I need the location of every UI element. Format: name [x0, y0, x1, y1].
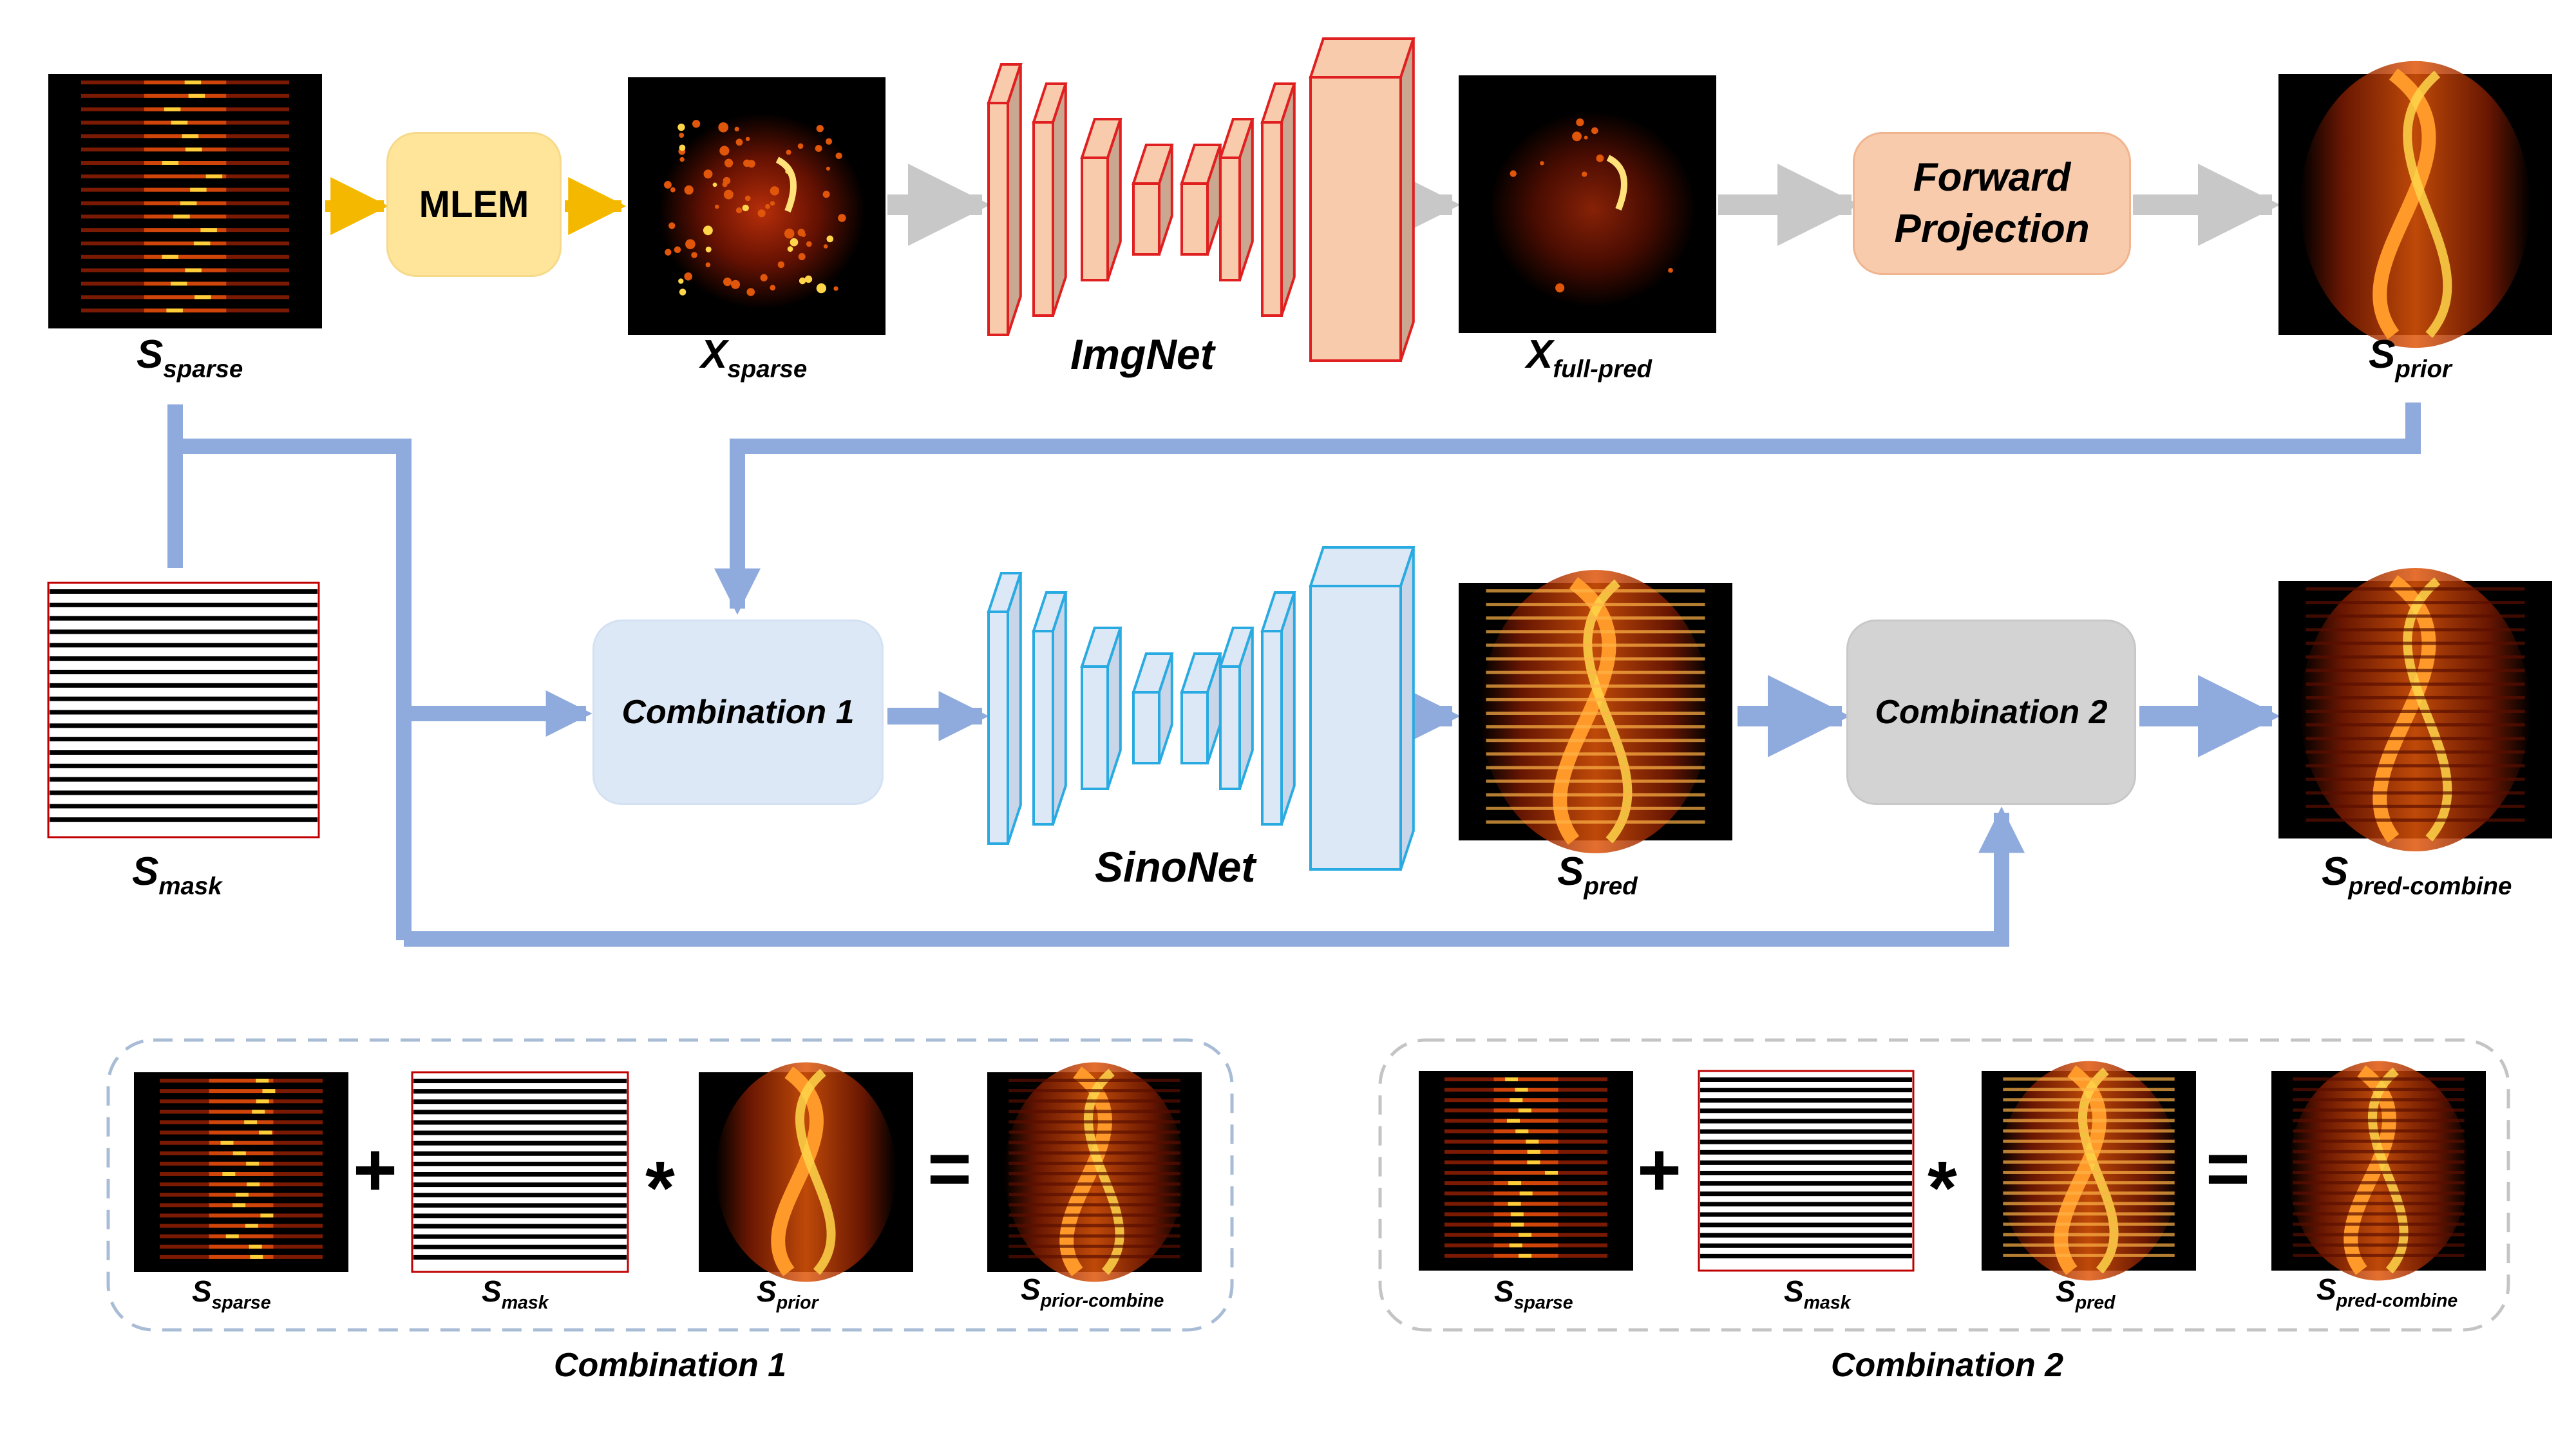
- combination1-box: Combination 1: [592, 620, 884, 805]
- imgnet-label: ImgNet: [1070, 330, 1215, 378]
- panel1-image-s-sparse: [134, 1072, 348, 1272]
- panel1-label-s-mask: Smask: [482, 1274, 549, 1313]
- panel1-label-s-sparse: Ssparse: [192, 1274, 271, 1313]
- panel2-label-s-sparse: Ssparse: [1494, 1274, 1573, 1313]
- combination2-panel: [1378, 1038, 2510, 1332]
- panel1-times-operator: *: [645, 1146, 675, 1231]
- image-x-full-pred: [1459, 75, 1716, 333]
- label-s-prior: Sprior: [2369, 332, 2452, 383]
- label-x-sparse: Xsparse: [701, 332, 808, 383]
- mlem-label: MLEM: [419, 184, 529, 225]
- combination2-label: Combination 2: [1875, 694, 2108, 731]
- panel2-plus-operator: +: [1637, 1128, 1681, 1213]
- image-s-mask: [47, 582, 320, 838]
- imgnet-layer-6: [1218, 118, 1255, 281]
- forward-projection-label-2: Projection: [1894, 207, 2090, 251]
- connector-sprior-to-comb1: [714, 402, 2421, 615]
- combination1-panel: [106, 1038, 1234, 1332]
- label-s-mask: Smask: [132, 849, 222, 900]
- panel2-image-s-sparse: [1419, 1071, 1633, 1271]
- mlem-box: MLEM: [386, 132, 562, 277]
- image-x-sparse: [628, 77, 886, 335]
- panel2-times-operator: *: [1927, 1146, 1957, 1231]
- sinonet-label: SinoNet: [1095, 843, 1256, 891]
- imgnet-layer-5: [1180, 144, 1222, 256]
- label-x-full-pred: Xfull-pred: [1526, 332, 1653, 383]
- panel1-image-s-prior: [699, 1062, 913, 1282]
- panel2-equals-operator: =: [2206, 1126, 2250, 1211]
- panel1-image-s-mask: [411, 1071, 629, 1273]
- sinonet-layer-4: [1132, 652, 1174, 764]
- imgnet-layer-4: [1132, 144, 1174, 256]
- sinonet-layer-7: [1260, 591, 1296, 826]
- panel2-image-s-pred-combine: [2271, 1061, 2486, 1281]
- image-s-pred-combine: [2278, 568, 2552, 851]
- panel1-plus-operator: +: [353, 1128, 397, 1213]
- sinonet-diagram: [987, 546, 1416, 871]
- panel2-caption: Combination 2: [1831, 1347, 2064, 1384]
- sinonet-layer-1: [987, 572, 1023, 845]
- panel2-image-s-mask: [1698, 1070, 1915, 1272]
- panel1-label-s-prior: Sprior: [757, 1274, 819, 1313]
- image-s-prior: [2278, 61, 2552, 348]
- image-s-sparse: [48, 74, 322, 328]
- combination2-box: Combination 2: [1846, 620, 2136, 805]
- sinonet-layer-2: [1032, 591, 1068, 826]
- label-s-sparse: Ssparse: [137, 332, 243, 383]
- sinonet-layer-6: [1218, 627, 1255, 790]
- panel1-image-s-prior-combine: [987, 1062, 1202, 1282]
- sinonet-layer-5: [1180, 652, 1222, 764]
- panel2-label-s-pred: Spred: [2056, 1274, 2116, 1313]
- sinonet-layer-8: [1309, 546, 1416, 871]
- forward-projection-label-1: Forward: [1913, 155, 2071, 200]
- panel2-label-s-mask: Smask: [1784, 1274, 1851, 1313]
- connector-ssparse-to-comb1: [175, 439, 412, 940]
- imgnet-layer-3: [1080, 118, 1122, 281]
- panel1-label-s-prior-combine: Sprior-combine: [1021, 1273, 1164, 1311]
- combination1-label: Combination 1: [621, 694, 855, 731]
- label-s-pred-combine: Spred-combine: [2322, 849, 2512, 900]
- panel1-equals-operator: =: [927, 1126, 972, 1211]
- panel2-label-s-pred-combine: Spred-combine: [2316, 1273, 2458, 1311]
- imgnet-diagram: [987, 37, 1416, 362]
- label-s-pred: Spred: [1557, 849, 1638, 900]
- forward-projection-box: Forward Projection: [1853, 132, 2131, 275]
- image-s-pred: [1459, 570, 1732, 853]
- panel2-image-s-pred: [1982, 1061, 2196, 1281]
- connector-to-comb2: [404, 806, 2025, 947]
- imgnet-layer-2: [1032, 82, 1068, 317]
- imgnet-layer-7: [1260, 82, 1296, 317]
- imgnet-layer-8: [1309, 37, 1416, 362]
- sinonet-layer-3: [1080, 627, 1122, 790]
- imgnet-layer-1: [987, 63, 1023, 336]
- panel1-caption: Combination 1: [554, 1347, 787, 1384]
